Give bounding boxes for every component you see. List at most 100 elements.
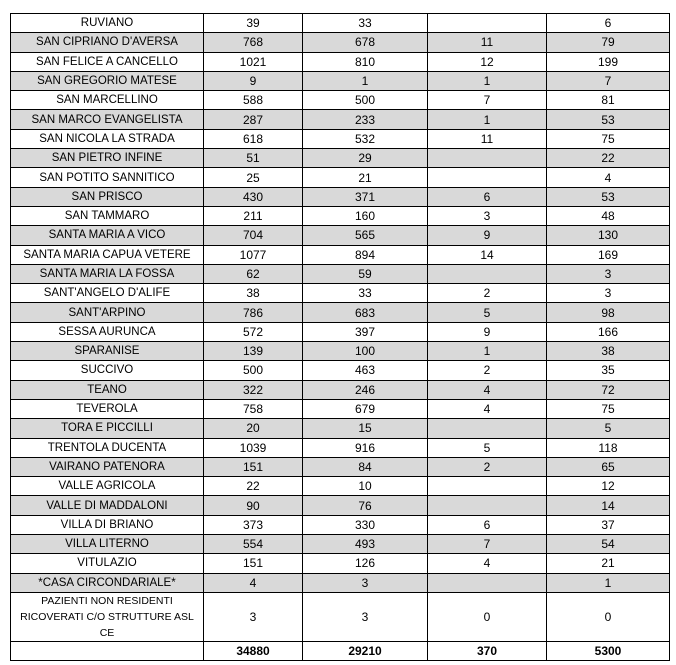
value-cell: 2 <box>427 360 547 381</box>
value-cell: 2 <box>427 283 547 304</box>
value-cell: 532 <box>302 128 428 150</box>
value-cell: 151 <box>203 456 303 478</box>
municipality-cell: SAN MARCO EVANGELISTA <box>10 109 204 130</box>
municipality-cell: VITULAZIO <box>10 553 204 574</box>
value-cell: 768 <box>203 32 303 53</box>
table-row: SUCCIVO 500 463 2 35 <box>10 360 670 381</box>
value-cell: 59 <box>302 263 428 285</box>
municipality-cell: SESSA AURUNCA <box>10 321 204 343</box>
value-cell <box>427 167 547 188</box>
table-row: SAN PRISCO 430 371 6 53 <box>10 186 670 207</box>
value-cell: 11 <box>427 128 547 150</box>
value-cell: 21 <box>546 553 670 574</box>
value-cell: 79 <box>546 32 670 53</box>
value-cell: 397 <box>302 321 428 343</box>
municipality-cell: RUVIANO <box>10 12 204 34</box>
value-cell: 4 <box>203 572 303 593</box>
value-cell: 3 <box>302 572 428 593</box>
value-cell: 4 <box>546 167 670 188</box>
value-cell: 565 <box>302 225 428 246</box>
value-cell: 3 <box>546 283 670 304</box>
value-cell: 430 <box>203 186 303 207</box>
value-cell: 65 <box>546 456 670 478</box>
value-cell: 5 <box>427 437 547 458</box>
municipality-cell: SAN FELICE A CANCELLO <box>10 51 204 72</box>
municipality-cell: SANTA MARIA CAPUA VETERE <box>10 244 204 265</box>
table-body: RUVIANO 39 33 6 SAN CIPRIANO D'AVERSA 768 678 1… <box>10 12 670 662</box>
value-cell: 1 <box>427 341 547 362</box>
value-cell: 35 <box>546 360 670 381</box>
value-cell <box>427 148 547 169</box>
municipality-cell: VILLA DI BRIANO <box>10 514 204 536</box>
value-cell: 678 <box>302 32 428 53</box>
table-row: PAZIENTI NON RESIDENTI RICOVERATI C/O ST… <box>10 591 670 642</box>
table-row: TEVEROLA 758 679 4 75 <box>10 398 670 420</box>
municipality-cell: VAIRANO PATENORA <box>10 456 204 478</box>
table-row: RUVIANO 39 33 6 <box>10 12 670 34</box>
value-cell: 130 <box>546 225 670 246</box>
value-cell: 12 <box>546 476 670 497</box>
table-row: *CASA CIRCONDARIALE* 4 3 1 <box>10 572 670 593</box>
table-row: TORA E PICCILLI 20 15 5 <box>10 418 670 439</box>
value-cell: 166 <box>546 321 670 343</box>
table-row: SANT'ANGELO D'ALIFE 38 33 2 3 <box>10 283 670 304</box>
value-cell: 126 <box>302 553 428 574</box>
value-cell: 37 <box>546 514 670 536</box>
table-row: SESSA AURUNCA 572 397 9 166 <box>10 321 670 343</box>
value-cell: 3 <box>427 205 547 227</box>
value-cell: 21 <box>302 167 428 188</box>
value-cell: 12 <box>427 51 547 72</box>
value-cell: 25 <box>203 167 303 188</box>
value-cell: 1 <box>546 572 670 593</box>
total-cell: 34880 <box>203 640 303 662</box>
value-cell: 5 <box>427 302 547 323</box>
value-cell: 4 <box>427 553 547 574</box>
table-row: VILLA LITERNO 554 493 7 54 <box>10 534 670 555</box>
value-cell: 4 <box>427 398 547 420</box>
value-cell: 22 <box>203 476 303 497</box>
value-cell: 6 <box>427 514 547 536</box>
municipality-cell: SAN GREGORIO MATESE <box>10 70 204 92</box>
value-cell: 48 <box>546 205 670 227</box>
value-cell: 38 <box>546 341 670 362</box>
value-cell: 118 <box>546 437 670 458</box>
table-row: VAIRANO PATENORA 151 84 2 65 <box>10 456 670 478</box>
municipality-cell: TEVEROLA <box>10 398 204 420</box>
municipality-cell: SUCCIVO <box>10 360 204 381</box>
municipality-cell: TEANO <box>10 379 204 400</box>
value-cell: 54 <box>546 534 670 555</box>
municipality-cell: SPARANISE <box>10 341 204 362</box>
value-cell: 1039 <box>203 437 303 458</box>
value-cell: 322 <box>203 379 303 400</box>
value-cell: 618 <box>203 128 303 150</box>
value-cell: 1 <box>302 70 428 92</box>
table-row: SAN GREGORIO MATESE 9 1 1 7 <box>10 70 670 92</box>
municipality-cell: SAN CIPRIANO D'AVERSA <box>10 32 204 53</box>
municipality-cell: SANT'ARPINO <box>10 302 204 323</box>
value-cell: 211 <box>203 205 303 227</box>
data-table: RUVIANO 39 33 6 SAN CIPRIANO D'AVERSA 768 678 1… <box>10 12 670 662</box>
table-row: SANTA MARIA CAPUA VETERE 1077 894 14 169 <box>10 244 670 265</box>
value-cell: 53 <box>546 109 670 130</box>
value-cell: 0 <box>427 591 547 642</box>
table-row: TRENTOLA DUCENTA 1039 916 5 118 <box>10 437 670 458</box>
municipality-cell: SAN TAMMARO <box>10 205 204 227</box>
table-row: VITULAZIO 151 126 4 21 <box>10 553 670 574</box>
table-row: SAN CIPRIANO D'AVERSA 768 678 11 79 <box>10 32 670 53</box>
value-cell: 493 <box>302 534 428 555</box>
value-cell: 76 <box>302 495 428 516</box>
value-cell: 233 <box>302 109 428 130</box>
value-cell: 53 <box>546 186 670 207</box>
value-cell: 75 <box>546 128 670 150</box>
value-cell: 151 <box>203 553 303 574</box>
value-cell <box>427 263 547 285</box>
value-cell: 51 <box>203 148 303 169</box>
value-cell: 98 <box>546 302 670 323</box>
value-cell: 20 <box>203 418 303 439</box>
value-cell: 704 <box>203 225 303 246</box>
value-cell: 1077 <box>203 244 303 265</box>
value-cell: 588 <box>203 90 303 111</box>
municipality-cell: SAN MARCELLINO <box>10 90 204 111</box>
value-cell: 786 <box>203 302 303 323</box>
